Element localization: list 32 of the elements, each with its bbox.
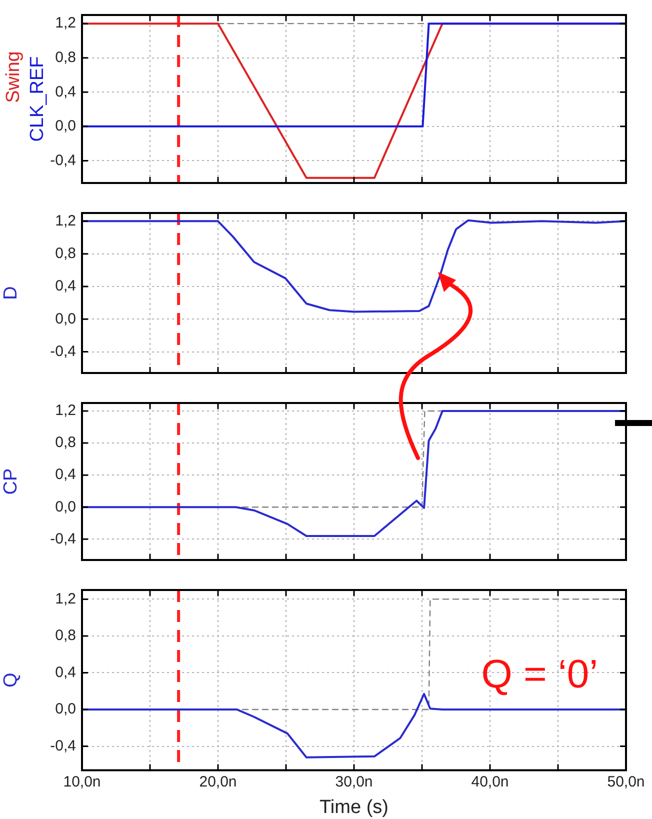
y-axis-title: D bbox=[0, 286, 22, 300]
x-tick-label: 40,0n bbox=[471, 773, 509, 790]
x-tick-label: 10,0n bbox=[63, 773, 101, 790]
text: CLK_REF bbox=[27, 56, 48, 142]
x-axis-title: Time (s) bbox=[320, 796, 388, 818]
y-tick-label: 0,0 bbox=[55, 498, 76, 516]
y-tick-label: 0,0 bbox=[55, 310, 76, 328]
y-tick-label: 0,0 bbox=[55, 700, 76, 718]
x-tick-label: 50,0n bbox=[607, 773, 645, 790]
y-axis-title: Q bbox=[0, 672, 22, 688]
y-tick-label: -0,4 bbox=[50, 530, 76, 548]
annotation: Q = ‘0’ bbox=[481, 652, 598, 697]
y-tick-label: 0,4 bbox=[55, 466, 76, 484]
y-tick-label: -0,4 bbox=[50, 342, 76, 360]
y-tick-label: 0,8 bbox=[55, 627, 76, 644]
text: Swing bbox=[3, 51, 24, 103]
y-tick-label: 0,4 bbox=[55, 83, 76, 100]
y-axis-title: CP bbox=[0, 468, 22, 495]
y-tick-label: 0,8 bbox=[55, 49, 76, 66]
x-tick-label: 20,0n bbox=[199, 773, 237, 790]
y-tick-label: 1,2 bbox=[55, 402, 76, 420]
y-tick-label: 0,4 bbox=[55, 278, 76, 295]
y-tick-label: 0,0 bbox=[55, 118, 76, 135]
x-tick-label: 30,0n bbox=[335, 773, 373, 790]
y-tick-label: 1,2 bbox=[55, 590, 76, 608]
y-tick-label: -0,4 bbox=[50, 152, 76, 169]
y-tick-label: 0,8 bbox=[55, 244, 76, 262]
y-tick-label: 0,8 bbox=[55, 434, 76, 452]
y-tick-label: 1,2 bbox=[55, 14, 76, 32]
y-tick-label: -0,4 bbox=[50, 737, 76, 754]
y-tick-label: 1,2 bbox=[55, 212, 76, 230]
y-tick-label: 0,4 bbox=[55, 664, 76, 681]
